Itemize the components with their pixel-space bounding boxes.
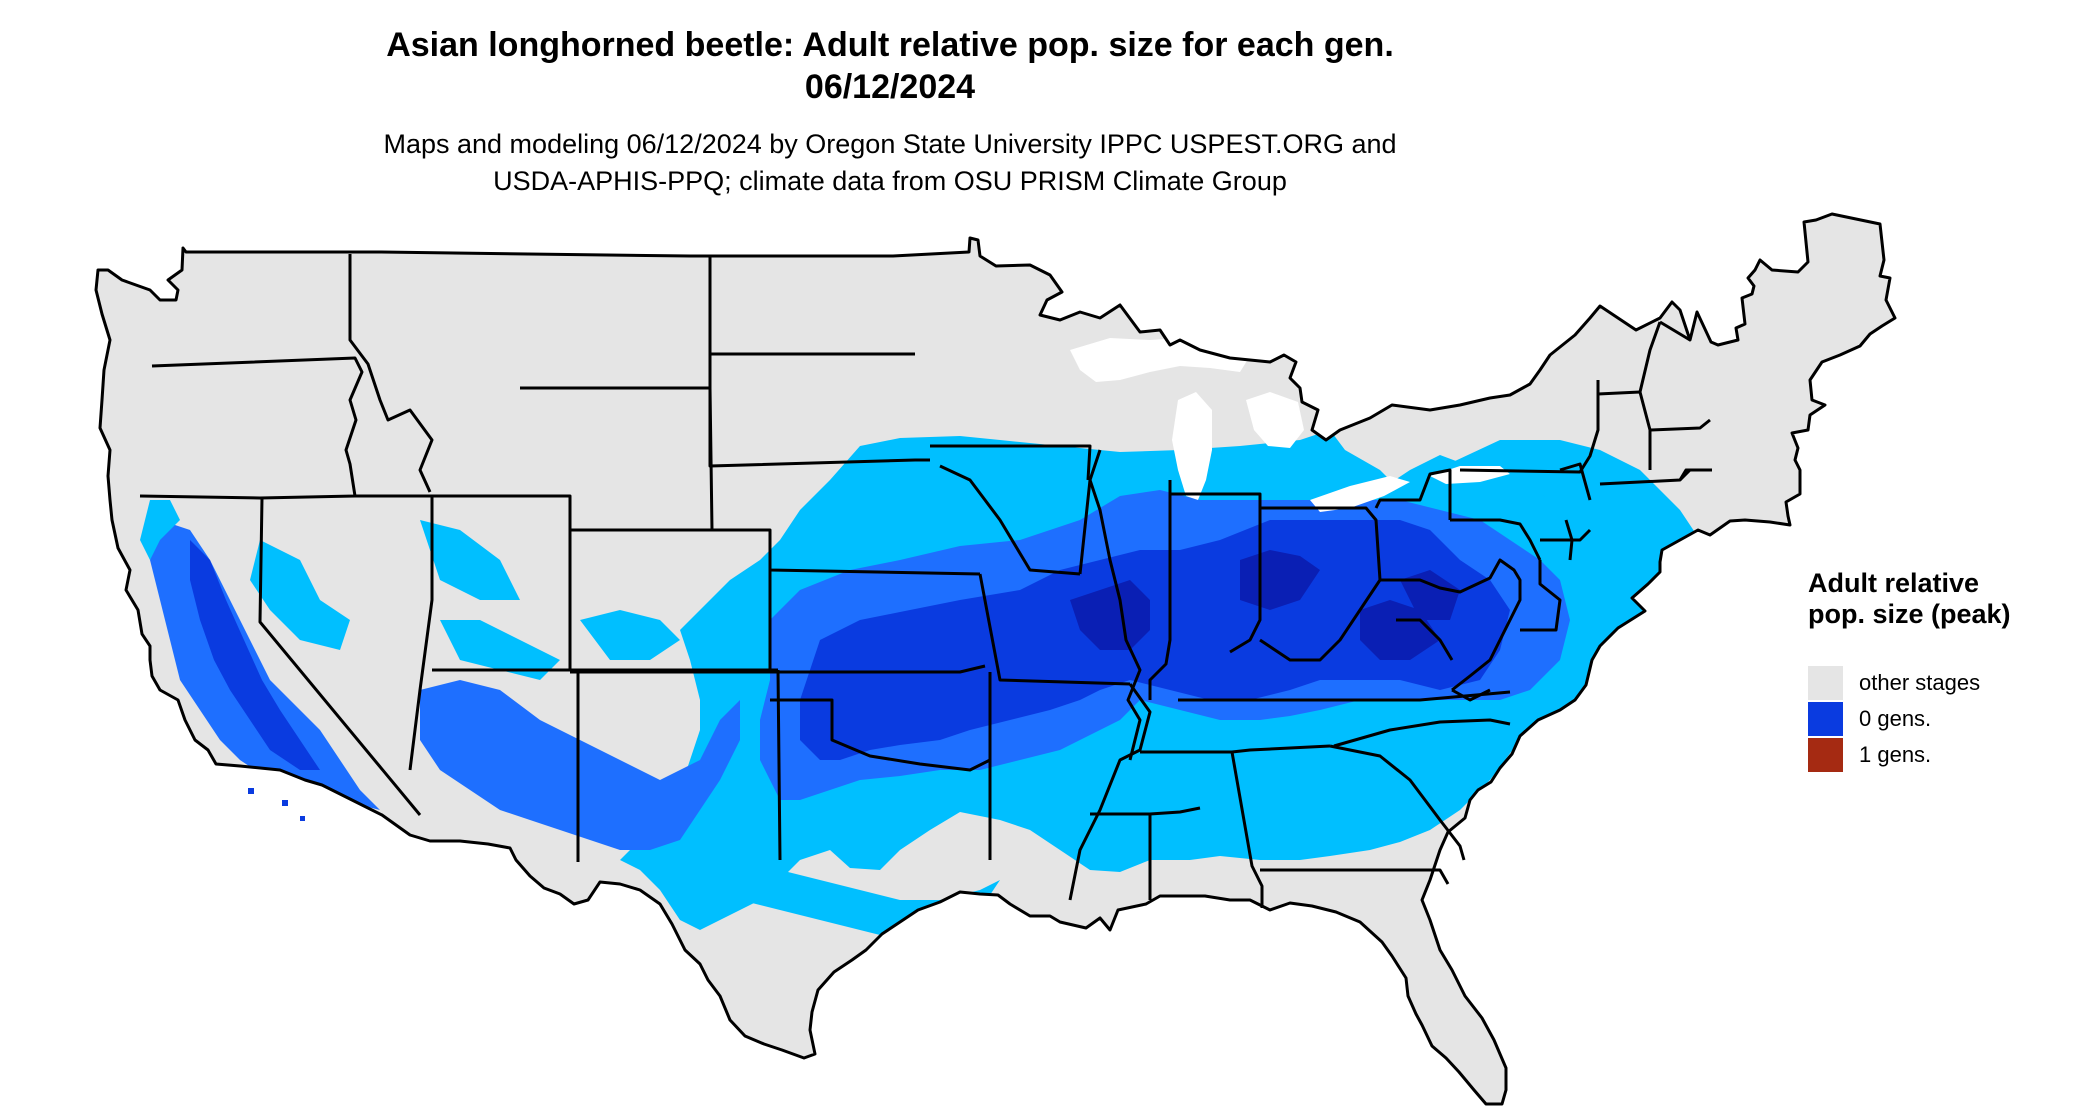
legend-title: Adult relative pop. size (peak) — [1808, 568, 2011, 629]
west-dark-blue-zone — [190, 540, 320, 770]
lake-huron — [1246, 392, 1304, 448]
west-light-blue-zone — [140, 500, 520, 650]
lake-erie — [1310, 476, 1410, 512]
southwest-light-zone — [440, 610, 680, 680]
legend-swatch-other-stages — [1808, 666, 1843, 700]
population-bands — [140, 338, 1720, 940]
map-title-line2: 06/12/2024 — [804, 68, 976, 106]
legend-label-other-stages: other stages — [1859, 670, 1981, 695]
dark-blue-zone — [800, 520, 1510, 760]
legend-swatch-1-gens — [1808, 738, 1843, 772]
state-borders — [94, 212, 1897, 1106]
legend-label-1-gens: 1 gens. — [1859, 742, 1932, 767]
coastal-islands — [248, 788, 305, 821]
southwest-blue-zone — [420, 680, 740, 850]
legend-item-other-stages: other stages — [1808, 666, 2068, 700]
legend-item-0-gens: 0 gens. — [1808, 702, 2068, 736]
legend-item-1-gens: 1 gens. — [1808, 738, 2068, 772]
deep-blue-pockets — [1070, 550, 1460, 660]
map-title-line1: Asian longhorned beetle: Adult relative … — [386, 26, 1394, 64]
legend-swatch-0-gens — [1808, 702, 1843, 736]
map-subtitle-line1: Maps and modeling 06/12/2024 by Oregon S… — [383, 129, 1397, 159]
map-subtitle-line2: USDA-APHIS-PPQ; climate data from OSU PR… — [493, 166, 1287, 196]
lake-michigan — [1172, 392, 1212, 500]
legend-label-0-gens: 0 gens. — [1859, 706, 1932, 731]
